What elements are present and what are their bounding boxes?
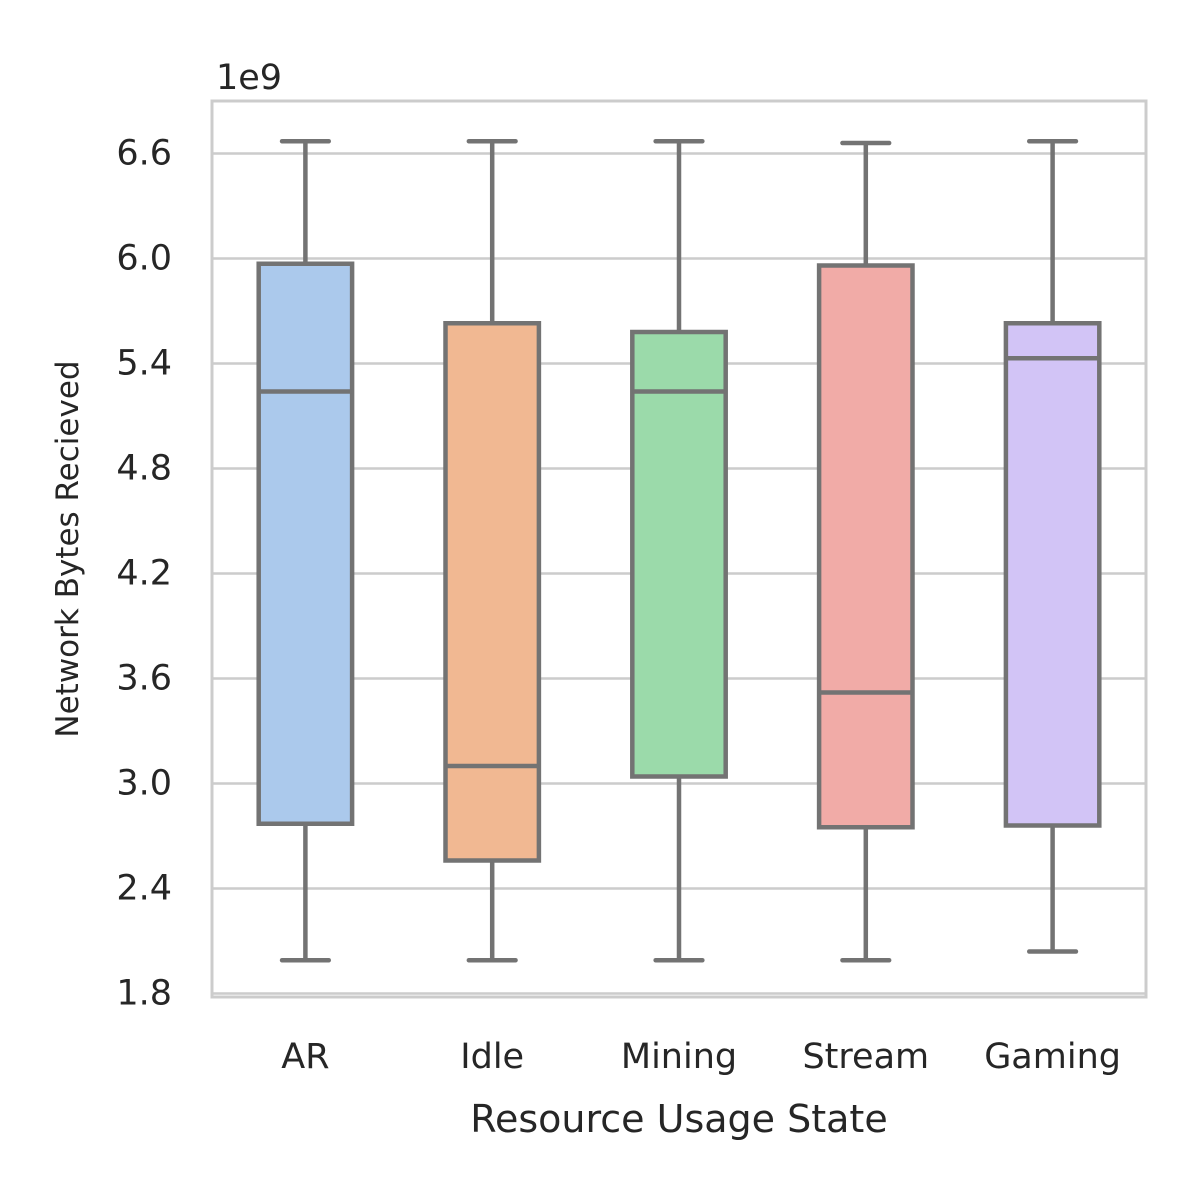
box-iqr bbox=[630, 329, 728, 779]
x-tick-labels: AR Idle Mining Stream Gaming bbox=[281, 1037, 1121, 1077]
y-tick-label: 6.0 bbox=[116, 239, 172, 279]
y-tick-label: 3.0 bbox=[116, 764, 172, 804]
box-group bbox=[256, 139, 355, 963]
y-offset-label: 1e9 bbox=[216, 58, 282, 98]
box-iqr bbox=[443, 321, 542, 863]
x-tick-label: Gaming bbox=[984, 1037, 1121, 1077]
y-tick-label: 5.4 bbox=[116, 344, 172, 384]
box-iqr bbox=[256, 261, 355, 826]
box-group bbox=[816, 140, 915, 963]
box-group bbox=[1003, 139, 1102, 954]
boxes bbox=[256, 139, 1102, 963]
x-tick-label: Idle bbox=[460, 1037, 524, 1077]
y-tick-labels: 1.8 2.4 3.0 3.6 4.2 4.8 5.4 6.0 6.6 bbox=[116, 134, 172, 1014]
y-tick-label: 2.4 bbox=[116, 869, 172, 909]
y-tick-label: 1.8 bbox=[116, 974, 172, 1014]
y-tick-label: 3.6 bbox=[116, 659, 172, 699]
y-axis-label: Network Bytes Recieved bbox=[50, 360, 86, 737]
box-iqr bbox=[816, 263, 915, 830]
plot-frame bbox=[210, 99, 1148, 999]
y-tick-label: 4.2 bbox=[116, 554, 172, 594]
box-group bbox=[443, 139, 542, 963]
x-tick-label: Mining bbox=[621, 1037, 737, 1077]
x-axis-label: Resource Usage State bbox=[470, 1097, 887, 1141]
y-tick-label: 6.6 bbox=[116, 134, 172, 174]
x-tick-label: Stream bbox=[802, 1037, 929, 1077]
box-iqr bbox=[1003, 321, 1102, 828]
x-tick-label: AR bbox=[281, 1037, 329, 1077]
box-group bbox=[630, 139, 728, 963]
y-tick-label: 4.8 bbox=[116, 449, 172, 489]
